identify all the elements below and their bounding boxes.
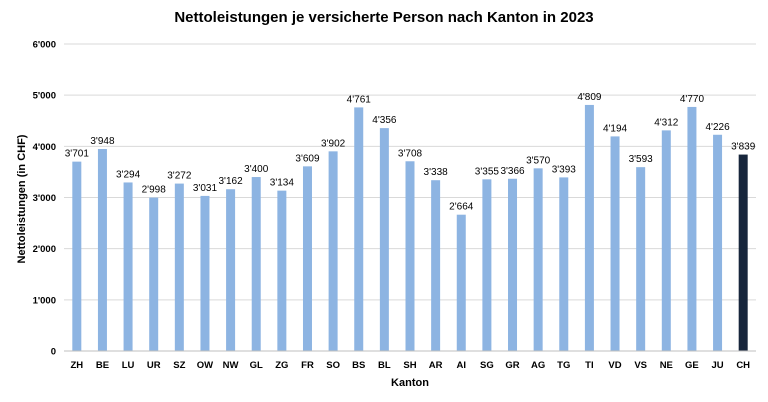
x-tick-label: LU [122, 360, 135, 371]
data-label-bl: 4'356 [372, 115, 397, 126]
x-tick-label: BS [352, 360, 365, 371]
bar-so [328, 151, 338, 351]
x-axis-label: Kanton [391, 377, 429, 389]
bar-ch [738, 154, 748, 351]
x-tick-label: AG [531, 360, 545, 371]
x-tick-label: GE [685, 360, 699, 371]
bar-ju [713, 134, 723, 351]
data-label-tg: 3'393 [552, 164, 577, 175]
bars [72, 104, 748, 351]
bar-zg [277, 190, 287, 351]
bar-sz [174, 183, 184, 351]
data-label-gl: 3'400 [244, 164, 269, 175]
data-label-sg: 3'355 [475, 166, 500, 177]
y-tick-label: 3'000 [33, 193, 56, 204]
data-label-gr: 3'366 [500, 166, 525, 177]
bar-ai [456, 214, 466, 351]
y-tick-label: 4'000 [33, 142, 56, 153]
x-tick-label: AR [429, 360, 443, 371]
x-tick-label: BL [378, 360, 391, 371]
x-tick-label: SO [326, 360, 340, 371]
x-tick-label: GL [250, 360, 263, 371]
data-label-ti: 4'809 [577, 92, 602, 103]
bar-be [97, 148, 107, 351]
x-tick-label: VD [608, 360, 621, 371]
data-label-lu: 3'294 [116, 169, 141, 180]
x-tick-label: AI [457, 360, 467, 371]
bar-gr [508, 178, 518, 351]
y-tick-label: 2'000 [33, 244, 56, 255]
bar-lu [123, 182, 133, 351]
data-label-ju: 4'226 [705, 122, 730, 133]
data-label-sz: 3'272 [167, 171, 192, 182]
y-axis-ticks: 0 1'000 2'000 3'000 4'000 5'000 6'000 [33, 40, 56, 358]
x-tick-label: SZ [173, 360, 185, 371]
x-tick-label: FR [301, 360, 314, 371]
data-label-ne: 4'312 [654, 117, 679, 128]
data-label-zh: 3'701 [65, 149, 90, 160]
bar-ar [431, 180, 441, 351]
bar-ag [533, 168, 543, 351]
data-label-ar: 3'338 [424, 167, 449, 178]
bar-sh [405, 161, 415, 351]
x-tick-label: ZG [275, 360, 288, 371]
bar-tg [559, 177, 569, 351]
chart-title: Nettoleistungen je versicherte Person na… [174, 9, 593, 26]
y-tick-label: 1'000 [33, 295, 56, 306]
data-label-sh: 3'708 [398, 148, 423, 159]
data-label-ai: 2'664 [449, 202, 474, 213]
bar-nw [226, 189, 236, 351]
x-tick-label: CH [736, 360, 750, 371]
y-tick-label: 6'000 [33, 40, 56, 51]
x-axis-ticks: ZH BE LU UR SZ OW NW GL ZG FR SO BS BL SH AR AI SG GR AG TG… [70, 360, 750, 371]
x-tick-label: UR [147, 360, 161, 371]
x-tick-label: SG [480, 360, 494, 371]
data-label-nw: 3'162 [219, 176, 244, 187]
data-label-vs: 3'593 [629, 154, 654, 165]
bar-ur [149, 197, 159, 351]
data-label-so: 3'902 [321, 138, 346, 149]
x-tick-label: BE [96, 360, 109, 371]
data-label-ag: 3'570 [526, 155, 551, 166]
bar-ge [687, 106, 697, 351]
x-tick-label: VS [634, 360, 647, 371]
x-tick-label: ZH [70, 360, 83, 371]
y-axis-label: Nettoleistungen (in CHF) [16, 134, 28, 263]
bar-bs [354, 107, 364, 351]
x-tick-label: SH [403, 360, 416, 371]
bar-vs [636, 167, 646, 351]
x-tick-label: GR [505, 360, 519, 371]
x-tick-label: TI [585, 360, 593, 371]
bar-vd [610, 136, 620, 351]
bar-fr [302, 166, 312, 351]
x-tick-label: NE [660, 360, 673, 371]
data-label-ch: 3'839 [731, 142, 756, 153]
bar-ow [200, 195, 210, 351]
bar-gl [251, 177, 261, 351]
y-tick-label: 5'000 [33, 91, 56, 102]
bar-ti [584, 104, 594, 351]
data-label-fr: 3'609 [295, 153, 320, 164]
data-label-be: 3'948 [90, 136, 115, 147]
y-tick-label: 0 [51, 347, 56, 358]
x-tick-label: JU [711, 360, 723, 371]
data-label-bs: 4'761 [347, 94, 372, 105]
data-label-ge: 4'770 [680, 94, 705, 105]
x-tick-label: NW [223, 360, 239, 371]
x-tick-label: TG [557, 360, 570, 371]
bar-ne [661, 130, 671, 351]
bar-sg [482, 179, 492, 351]
bar-bl [379, 128, 389, 351]
data-label-vd: 4'194 [603, 123, 628, 134]
data-label-ur: 2'998 [142, 185, 167, 196]
data-label-ow: 3'031 [193, 183, 218, 194]
bar-zh [72, 161, 82, 351]
data-label-zg: 3'134 [270, 178, 295, 189]
x-tick-label: OW [197, 360, 213, 371]
